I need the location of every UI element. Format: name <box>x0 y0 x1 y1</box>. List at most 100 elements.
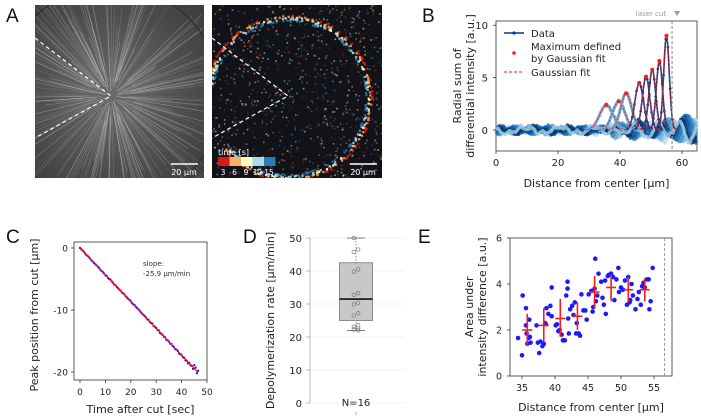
noise-speck <box>287 91 290 93</box>
ring-speck <box>341 39 344 42</box>
noise-speck <box>328 11 331 14</box>
aster-ray <box>35 105 88 129</box>
noise-speck <box>373 141 376 143</box>
noise-speck <box>345 46 348 48</box>
aster-ray <box>135 99 204 112</box>
noise-speck <box>264 165 266 168</box>
noise-speck <box>381 64 382 67</box>
ring-speck <box>267 177 270 178</box>
noise-speck <box>329 104 331 106</box>
ring-speck <box>215 55 218 58</box>
noise-speck <box>324 77 327 79</box>
noise-speck <box>332 7 334 10</box>
aster-ray <box>83 101 110 178</box>
aster-ray <box>116 101 200 178</box>
noise-speck <box>265 44 268 47</box>
aster-ray <box>93 119 107 178</box>
noise-speck <box>296 92 298 95</box>
noise-speck <box>315 108 318 110</box>
noise-speck <box>374 69 377 72</box>
noise-speck <box>254 81 257 84</box>
noise-speck <box>375 5 377 7</box>
noise-speck <box>336 9 338 11</box>
ring-speck <box>324 170 328 173</box>
noise-speck <box>342 174 345 176</box>
y-tick-label: 50 <box>289 234 302 245</box>
ring-speck <box>349 44 352 48</box>
data-point <box>594 293 600 298</box>
noise-speck <box>372 93 375 96</box>
noise-speck <box>250 60 252 63</box>
aster-ray <box>80 5 109 87</box>
aster-ray <box>111 27 118 87</box>
data-point <box>523 305 529 311</box>
noise-speck <box>352 113 355 116</box>
ring-speck <box>348 145 351 148</box>
ring-speck <box>363 117 367 120</box>
noise-speck <box>286 46 288 49</box>
data-point <box>356 326 361 331</box>
noise-speck <box>287 61 290 64</box>
noise-speck <box>250 99 253 101</box>
noise-speck <box>212 43 215 46</box>
x-tick-label: 0 <box>77 388 83 398</box>
ring-speck <box>338 31 341 34</box>
noise-speck <box>286 173 288 175</box>
noise-speck <box>312 162 314 164</box>
y-tick-label: 0 <box>496 372 502 383</box>
ring-speck <box>365 107 369 110</box>
ring-speck <box>284 17 287 20</box>
aster-ray <box>35 51 89 84</box>
noise-speck <box>347 75 349 77</box>
y-tick-label: 30 <box>289 300 302 311</box>
aster-ray <box>117 73 204 95</box>
ring-speck <box>359 59 362 62</box>
noise-speck <box>254 30 256 32</box>
ring-speck <box>295 174 298 177</box>
ring-speck <box>368 118 371 121</box>
noise-speck <box>354 134 357 137</box>
noise-speck <box>332 111 334 113</box>
noise-speck <box>289 96 291 98</box>
noise-speck <box>291 96 294 98</box>
colorbar-tick-label: 6 <box>232 168 237 177</box>
gaussian-maximum-point <box>657 58 662 63</box>
aster-ray <box>88 49 106 84</box>
noise-speck <box>235 133 237 136</box>
aster-ray <box>114 111 128 173</box>
noise-speck <box>299 76 302 78</box>
ring-speck <box>351 149 355 152</box>
noise-speck <box>227 46 230 49</box>
aster-ray <box>35 101 96 122</box>
data-point <box>608 271 614 276</box>
noise-speck <box>371 109 373 112</box>
noise-speck <box>214 146 216 148</box>
noise-speck <box>312 33 315 36</box>
noise-speck <box>223 144 226 146</box>
data-point <box>598 279 604 284</box>
noise-speck <box>350 155 353 158</box>
noise-speck <box>272 11 275 13</box>
noise-speck <box>291 134 294 136</box>
noise-speck <box>335 5 337 8</box>
noise-speck <box>317 39 320 42</box>
ring-speck <box>364 92 368 95</box>
noise-speck <box>363 154 365 157</box>
ring-speck <box>261 171 264 174</box>
aster-ray <box>86 5 105 73</box>
noise-speck <box>297 73 299 75</box>
ring-speck <box>312 169 315 172</box>
aster-ray <box>35 93 101 97</box>
noise-speck <box>251 89 254 91</box>
noise-speck <box>363 46 365 48</box>
noise-speck <box>238 37 240 40</box>
noise-speck <box>370 56 373 59</box>
ring-speck <box>341 159 344 162</box>
ring-speck <box>364 104 367 107</box>
aster-ray <box>115 112 133 178</box>
aster-ray <box>70 118 100 178</box>
noise-speck <box>287 32 289 35</box>
y-axis-label-line1: Area under <box>463 276 476 338</box>
noise-speck <box>342 53 345 56</box>
